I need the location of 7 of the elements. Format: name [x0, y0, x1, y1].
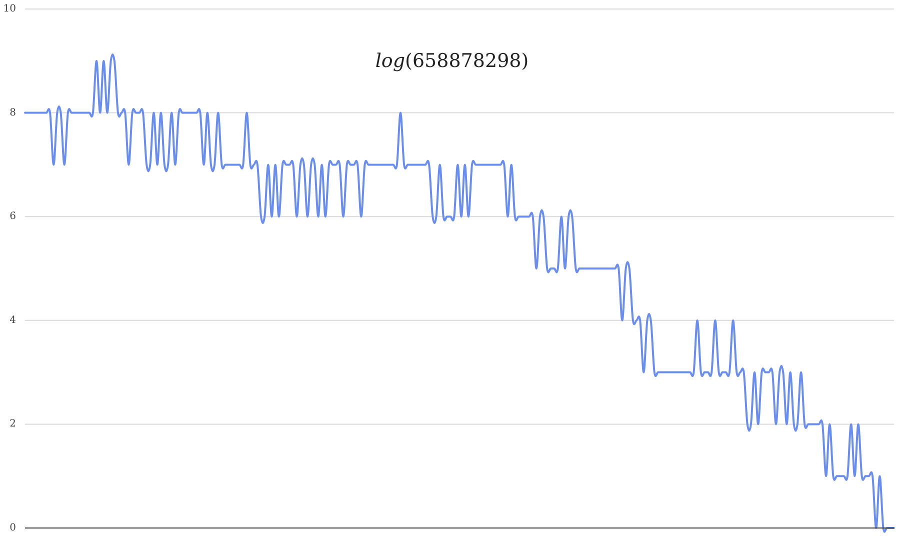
y-tick-label: 10: [3, 4, 16, 14]
y-tick-label: 4: [10, 314, 16, 326]
y-tick-label: 6: [10, 211, 16, 222]
text: log(658878298): [375, 50, 529, 72]
y-tick-label: 2: [10, 418, 16, 430]
y-tick-label: 0: [10, 522, 16, 534]
y-tick-label: 8: [10, 107, 16, 118]
